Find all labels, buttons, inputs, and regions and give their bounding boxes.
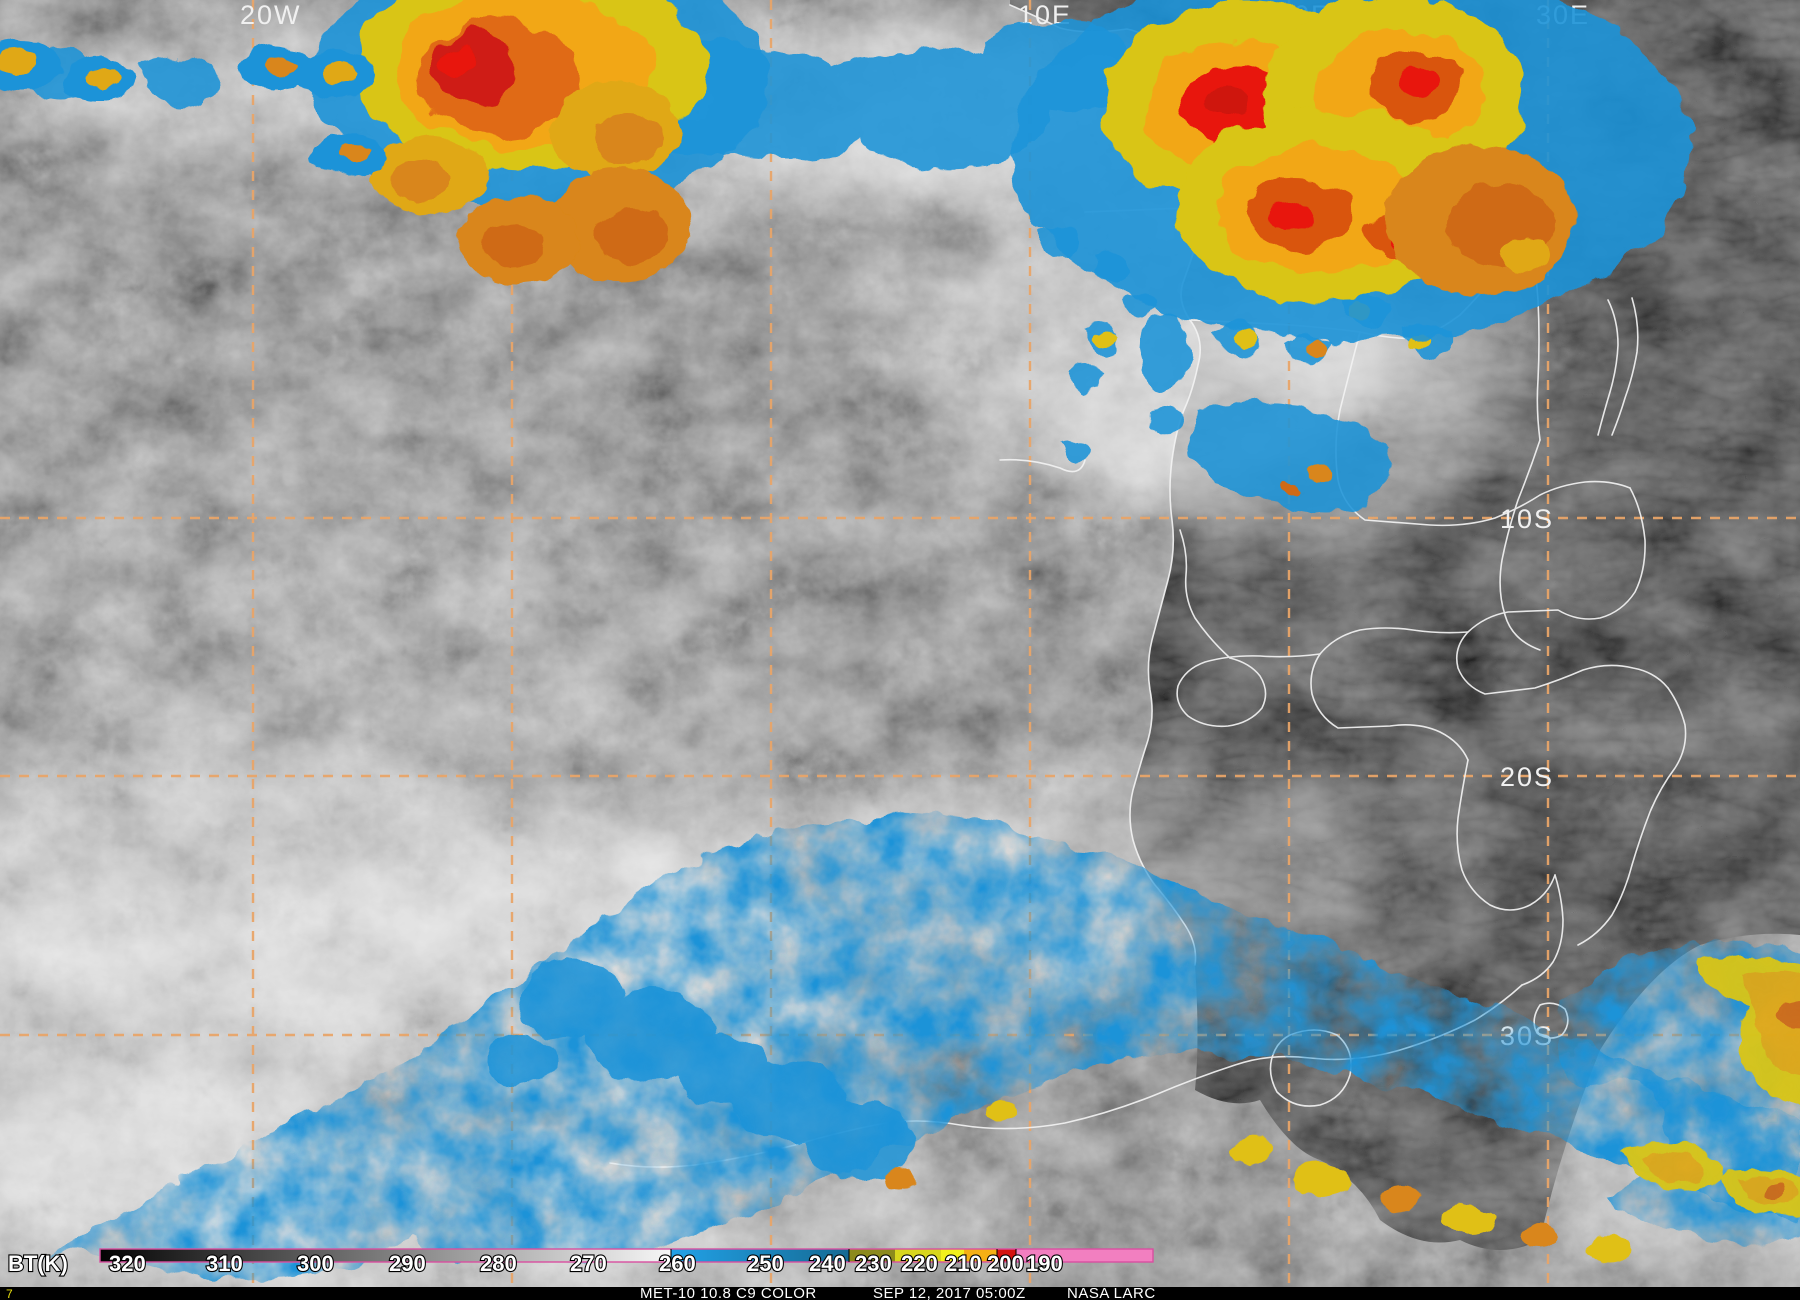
- svg-text:SEP 12, 2017 05:00Z: SEP 12, 2017 05:00Z: [873, 1285, 1026, 1300]
- svg-text:290: 290: [389, 1251, 426, 1276]
- svg-text:310: 310: [206, 1251, 243, 1276]
- svg-text:300: 300: [297, 1251, 334, 1276]
- svg-text:230: 230: [855, 1251, 892, 1276]
- svg-text:BT(K): BT(K): [8, 1251, 68, 1276]
- svg-text:260: 260: [659, 1251, 696, 1276]
- svg-text:270: 270: [570, 1251, 607, 1276]
- svg-text:210: 210: [945, 1251, 982, 1276]
- svg-text:320: 320: [109, 1251, 146, 1276]
- svg-text:NASA LARC: NASA LARC: [1067, 1285, 1156, 1300]
- svg-text:280: 280: [480, 1251, 517, 1276]
- svg-text:250: 250: [747, 1251, 784, 1276]
- svg-text:190: 190: [1026, 1251, 1063, 1276]
- svg-text:MET-10 10.8 C9 COLOR: MET-10 10.8 C9 COLOR: [640, 1285, 817, 1300]
- svg-text:240: 240: [809, 1251, 846, 1276]
- svg-text:7: 7: [6, 1287, 13, 1300]
- svg-text:200: 200: [987, 1251, 1024, 1276]
- svg-text:220: 220: [901, 1251, 938, 1276]
